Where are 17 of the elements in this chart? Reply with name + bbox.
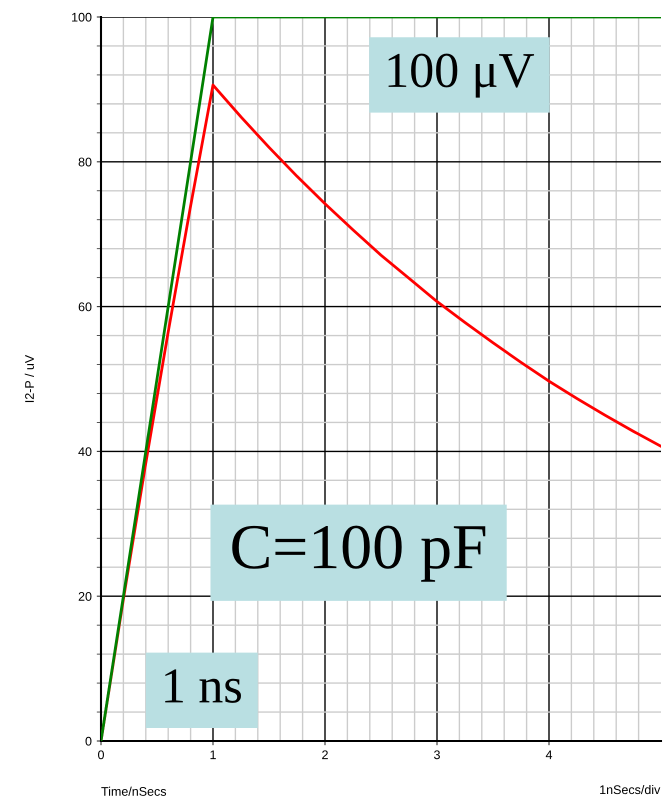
x-tick-label: 0: [98, 750, 104, 760]
text: 1nSecs/div: [600, 784, 660, 794]
x-tick-label: 2: [322, 750, 328, 760]
y-tick-label: 80: [78, 158, 92, 166]
y-tick-label: 20: [78, 592, 92, 601]
y-axis-title: I2-P / uV: [24, 354, 34, 402]
annotation: 1 ns: [165, 669, 241, 703]
annotation: C=100 pF: [232, 526, 486, 582]
x-tick-label: 4: [546, 750, 552, 760]
y-tick-label: 0: [86, 736, 92, 746]
x-tick-label: 3: [434, 750, 440, 760]
y-tick-label: 100: [72, 12, 92, 22]
x-tick-label: 1: [210, 750, 216, 760]
y-tick-label: 60: [78, 302, 92, 312]
x-axis-title: Time/nSecs: [101, 786, 166, 796]
y-tick-label: 40: [78, 447, 92, 456]
annotation: 100 μV: [388, 54, 534, 98]
